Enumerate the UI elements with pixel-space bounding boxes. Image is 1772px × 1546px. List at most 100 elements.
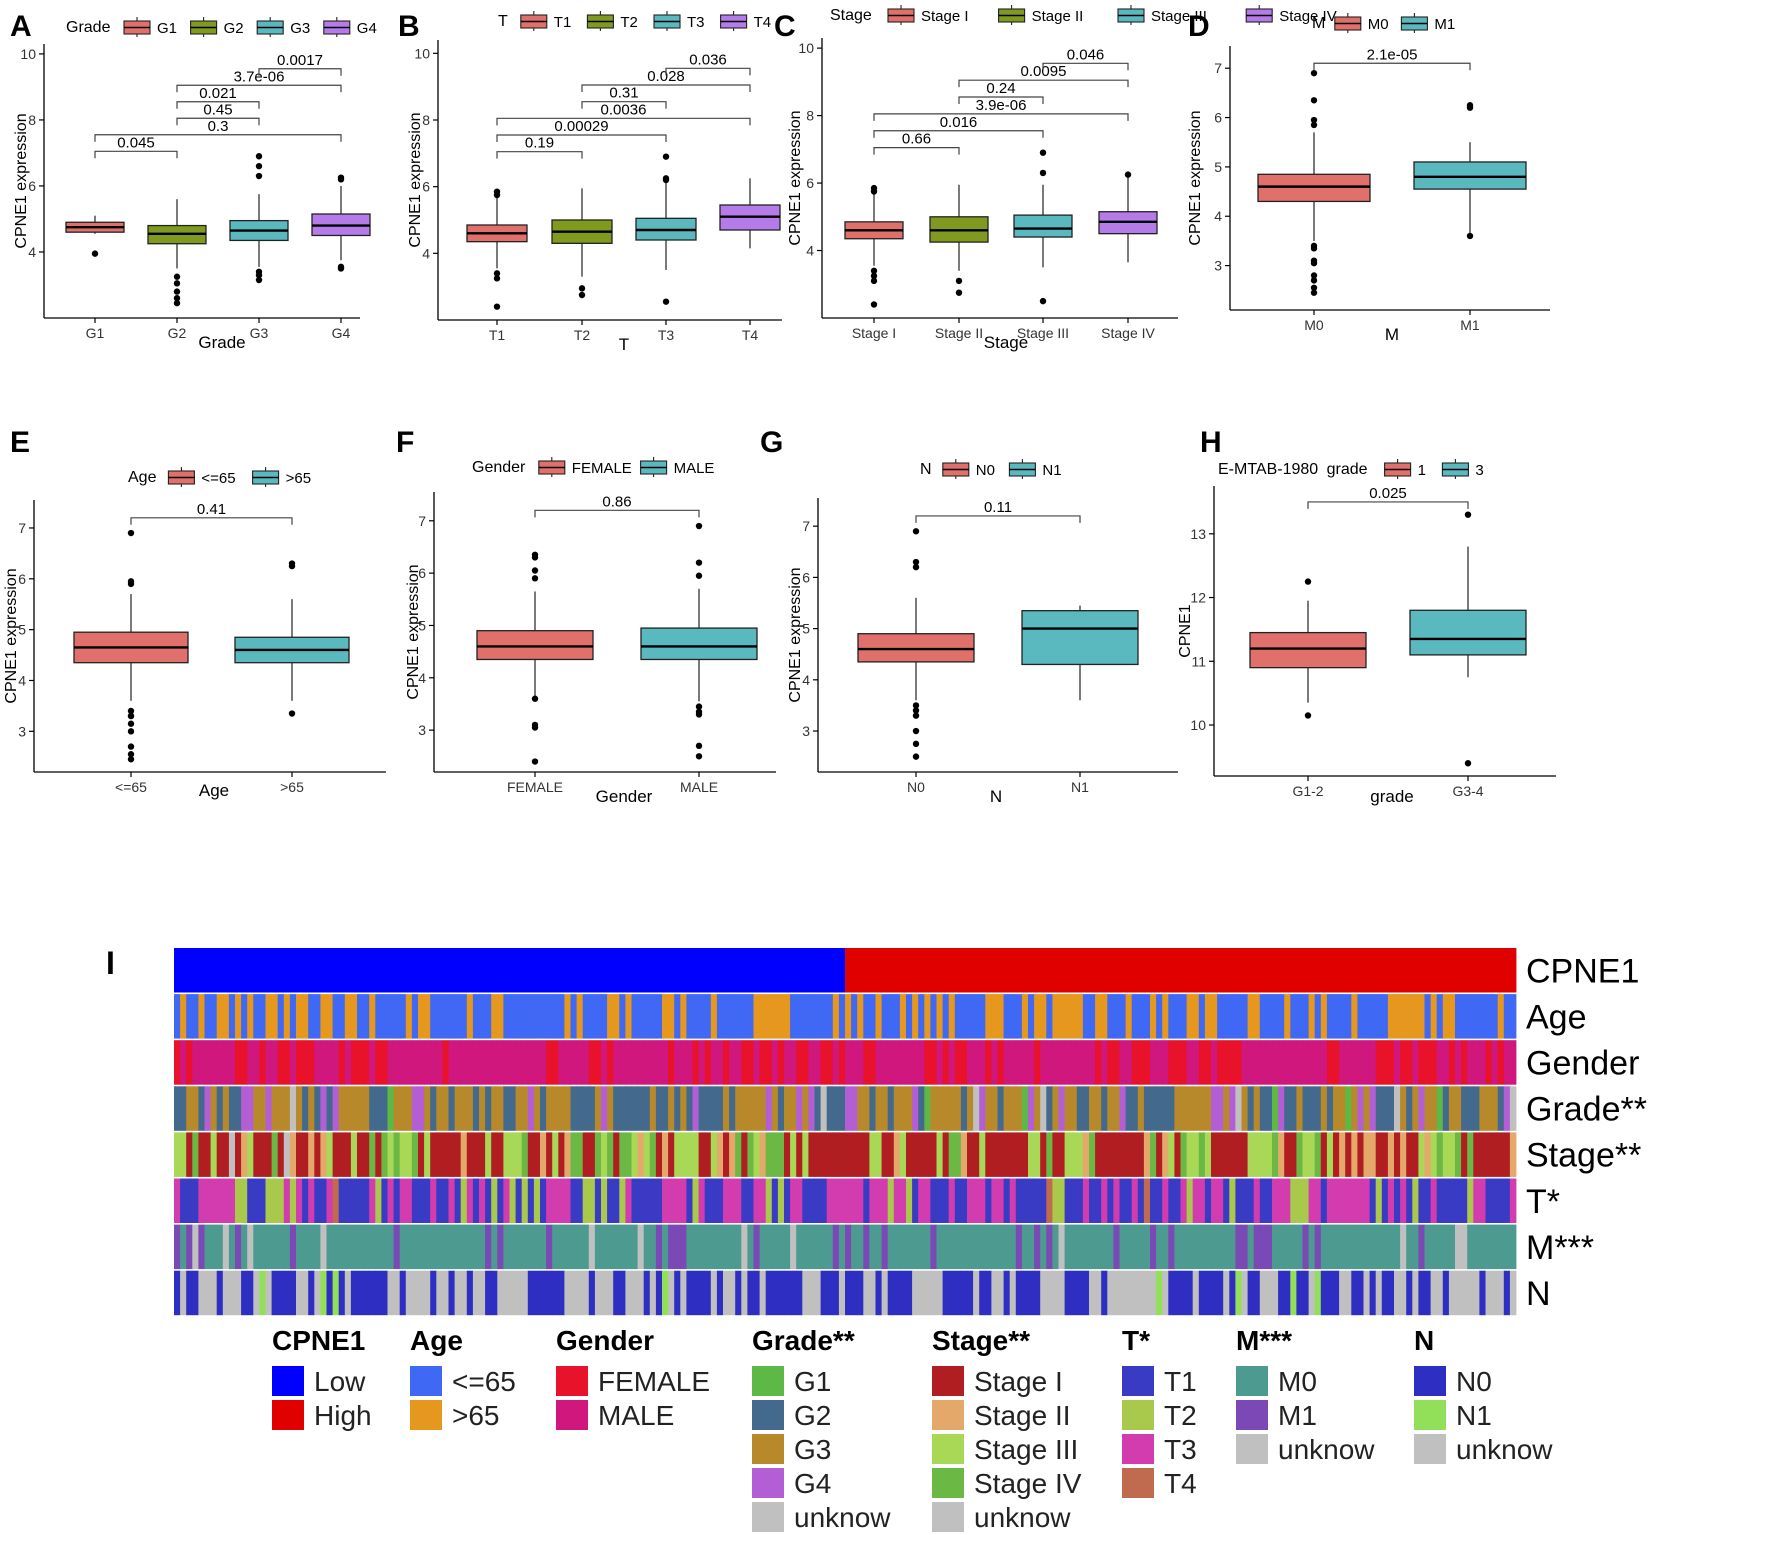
- outlier-point: [870, 188, 878, 195]
- heatmap-cell: [204, 1178, 211, 1223]
- heatmap-cell: [1509, 1040, 1517, 1085]
- heatmap-cell: [174, 1132, 181, 1177]
- heatmap-cell: [1284, 1270, 1291, 1316]
- heatmap-cell: [1497, 1132, 1505, 1177]
- heatmap-cell: [1400, 1040, 1407, 1085]
- heatmap-cell: [466, 948, 474, 993]
- heatmap-cell: [729, 1040, 736, 1085]
- heatmap-cell: [704, 1132, 712, 1177]
- heatmap-cell: [448, 1132, 455, 1177]
- heatmap-cell: [210, 1132, 218, 1177]
- heatmap-cell: [680, 1270, 687, 1316]
- heatmap-cell: [1137, 1040, 1145, 1085]
- heatmap-cell: [820, 1270, 828, 1316]
- heatmap-cell: [1272, 1224, 1279, 1270]
- heatmap-cell: [1162, 1178, 1169, 1223]
- heatmap-cell: [1070, 1086, 1078, 1131]
- heatmap-cell: [881, 1040, 889, 1085]
- legend-label: FEMALE: [572, 460, 632, 477]
- outlier-point: [1124, 171, 1132, 178]
- heatmap-cell: [302, 994, 309, 1039]
- heatmap-cell: [338, 1132, 346, 1177]
- heatmap-cell: [991, 994, 998, 1039]
- heatmap-cell: [625, 1178, 632, 1223]
- heatmap-cell: [930, 1270, 937, 1316]
- heatmap-cell: [180, 994, 187, 1039]
- legend-swatch: [556, 1400, 588, 1430]
- heatmap-cell: [1436, 1132, 1444, 1177]
- heatmap-cell: [338, 1178, 346, 1223]
- heatmap-cell: [472, 1086, 480, 1131]
- heatmap-cell: [1265, 994, 1273, 1039]
- heatmap-cell: [387, 948, 394, 993]
- heatmap-cell: [747, 1132, 754, 1177]
- heatmap-cell: [918, 1224, 925, 1270]
- heatmap-cell: [302, 1178, 309, 1223]
- heatmap-cell: [1070, 948, 1078, 993]
- heatmap-cell: [1223, 1040, 1230, 1085]
- heatmap-cell: [1217, 1224, 1224, 1270]
- heatmap-cell: [607, 948, 614, 993]
- heatmap-cell: [716, 1224, 724, 1270]
- heatmap-cell: [643, 994, 651, 1039]
- heatmap-cell: [723, 1040, 730, 1085]
- heatmap-cell: [747, 1086, 754, 1131]
- heatmap-cell: [1345, 1132, 1352, 1177]
- x-tick-label: <=65: [115, 779, 147, 795]
- x-tick-label: FEMALE: [507, 779, 563, 795]
- heatmap-cell: [430, 1270, 437, 1316]
- heatmap-cell: [418, 1178, 425, 1223]
- heatmap-cell: [350, 1270, 358, 1316]
- heatmap-cell: [1137, 1086, 1145, 1131]
- heatmap-cell: [979, 1086, 986, 1131]
- heatmap-cell: [448, 1224, 455, 1270]
- heatmap-cell: [326, 1178, 333, 1223]
- heatmap-cell: [308, 1132, 315, 1177]
- heatmap-cell: [375, 1132, 382, 1177]
- heatmap-cell: [1375, 1224, 1383, 1270]
- y-tick-label: 6: [18, 571, 26, 587]
- heatmap-cell: [1217, 948, 1224, 993]
- heatmap-cell: [680, 1086, 687, 1131]
- heatmap-cell: [875, 1040, 882, 1085]
- heatmap-cell: [1455, 994, 1462, 1039]
- heatmap-cell: [686, 1086, 693, 1131]
- heatmap-cell: [533, 1178, 541, 1223]
- heatmap-cell: [393, 994, 401, 1039]
- legend-label: Stage I: [921, 8, 969, 25]
- heatmap-cell: [1339, 948, 1346, 993]
- x-tick-label: G3-4: [1452, 783, 1483, 799]
- heatmap-cell: [442, 1270, 449, 1316]
- heatmap-cell: [1223, 948, 1230, 993]
- comparison-bracket: [496, 134, 667, 142]
- heatmap-cell: [1253, 1178, 1261, 1223]
- heatmap-cell: [845, 1040, 852, 1085]
- heatmap-cell: [942, 1086, 950, 1131]
- heatmap-cell: [564, 1086, 571, 1131]
- legend-item-label: T1: [1164, 1366, 1197, 1397]
- heatmap-cell: [1211, 1132, 1218, 1177]
- heatmap-cell: [515, 1086, 523, 1131]
- heatmap-cell: [607, 1040, 614, 1085]
- heatmap-cell: [1394, 1270, 1401, 1316]
- heatmap-cell: [1430, 1132, 1438, 1177]
- heatmap-cell: [1473, 1178, 1480, 1223]
- heatmap-cell: [649, 1040, 657, 1085]
- heatmap-cell: [546, 994, 553, 1039]
- heatmap-cell: [893, 994, 901, 1039]
- heatmap-cell: [674, 994, 681, 1039]
- heatmap-cell: [1058, 1086, 1065, 1131]
- heatmap-cell: [247, 1040, 254, 1085]
- legend-title: M: [1312, 15, 1325, 32]
- heatmap-cell: [1284, 1132, 1291, 1177]
- heatmap-cell: [826, 1086, 834, 1131]
- heatmap-cell: [497, 1270, 504, 1316]
- heatmap-cell: [991, 948, 998, 993]
- heatmap-cell: [967, 1178, 974, 1223]
- heatmap-cell: [1015, 948, 1023, 993]
- heatmap-cell: [1125, 1040, 1133, 1085]
- heatmap-cell: [1229, 1270, 1236, 1316]
